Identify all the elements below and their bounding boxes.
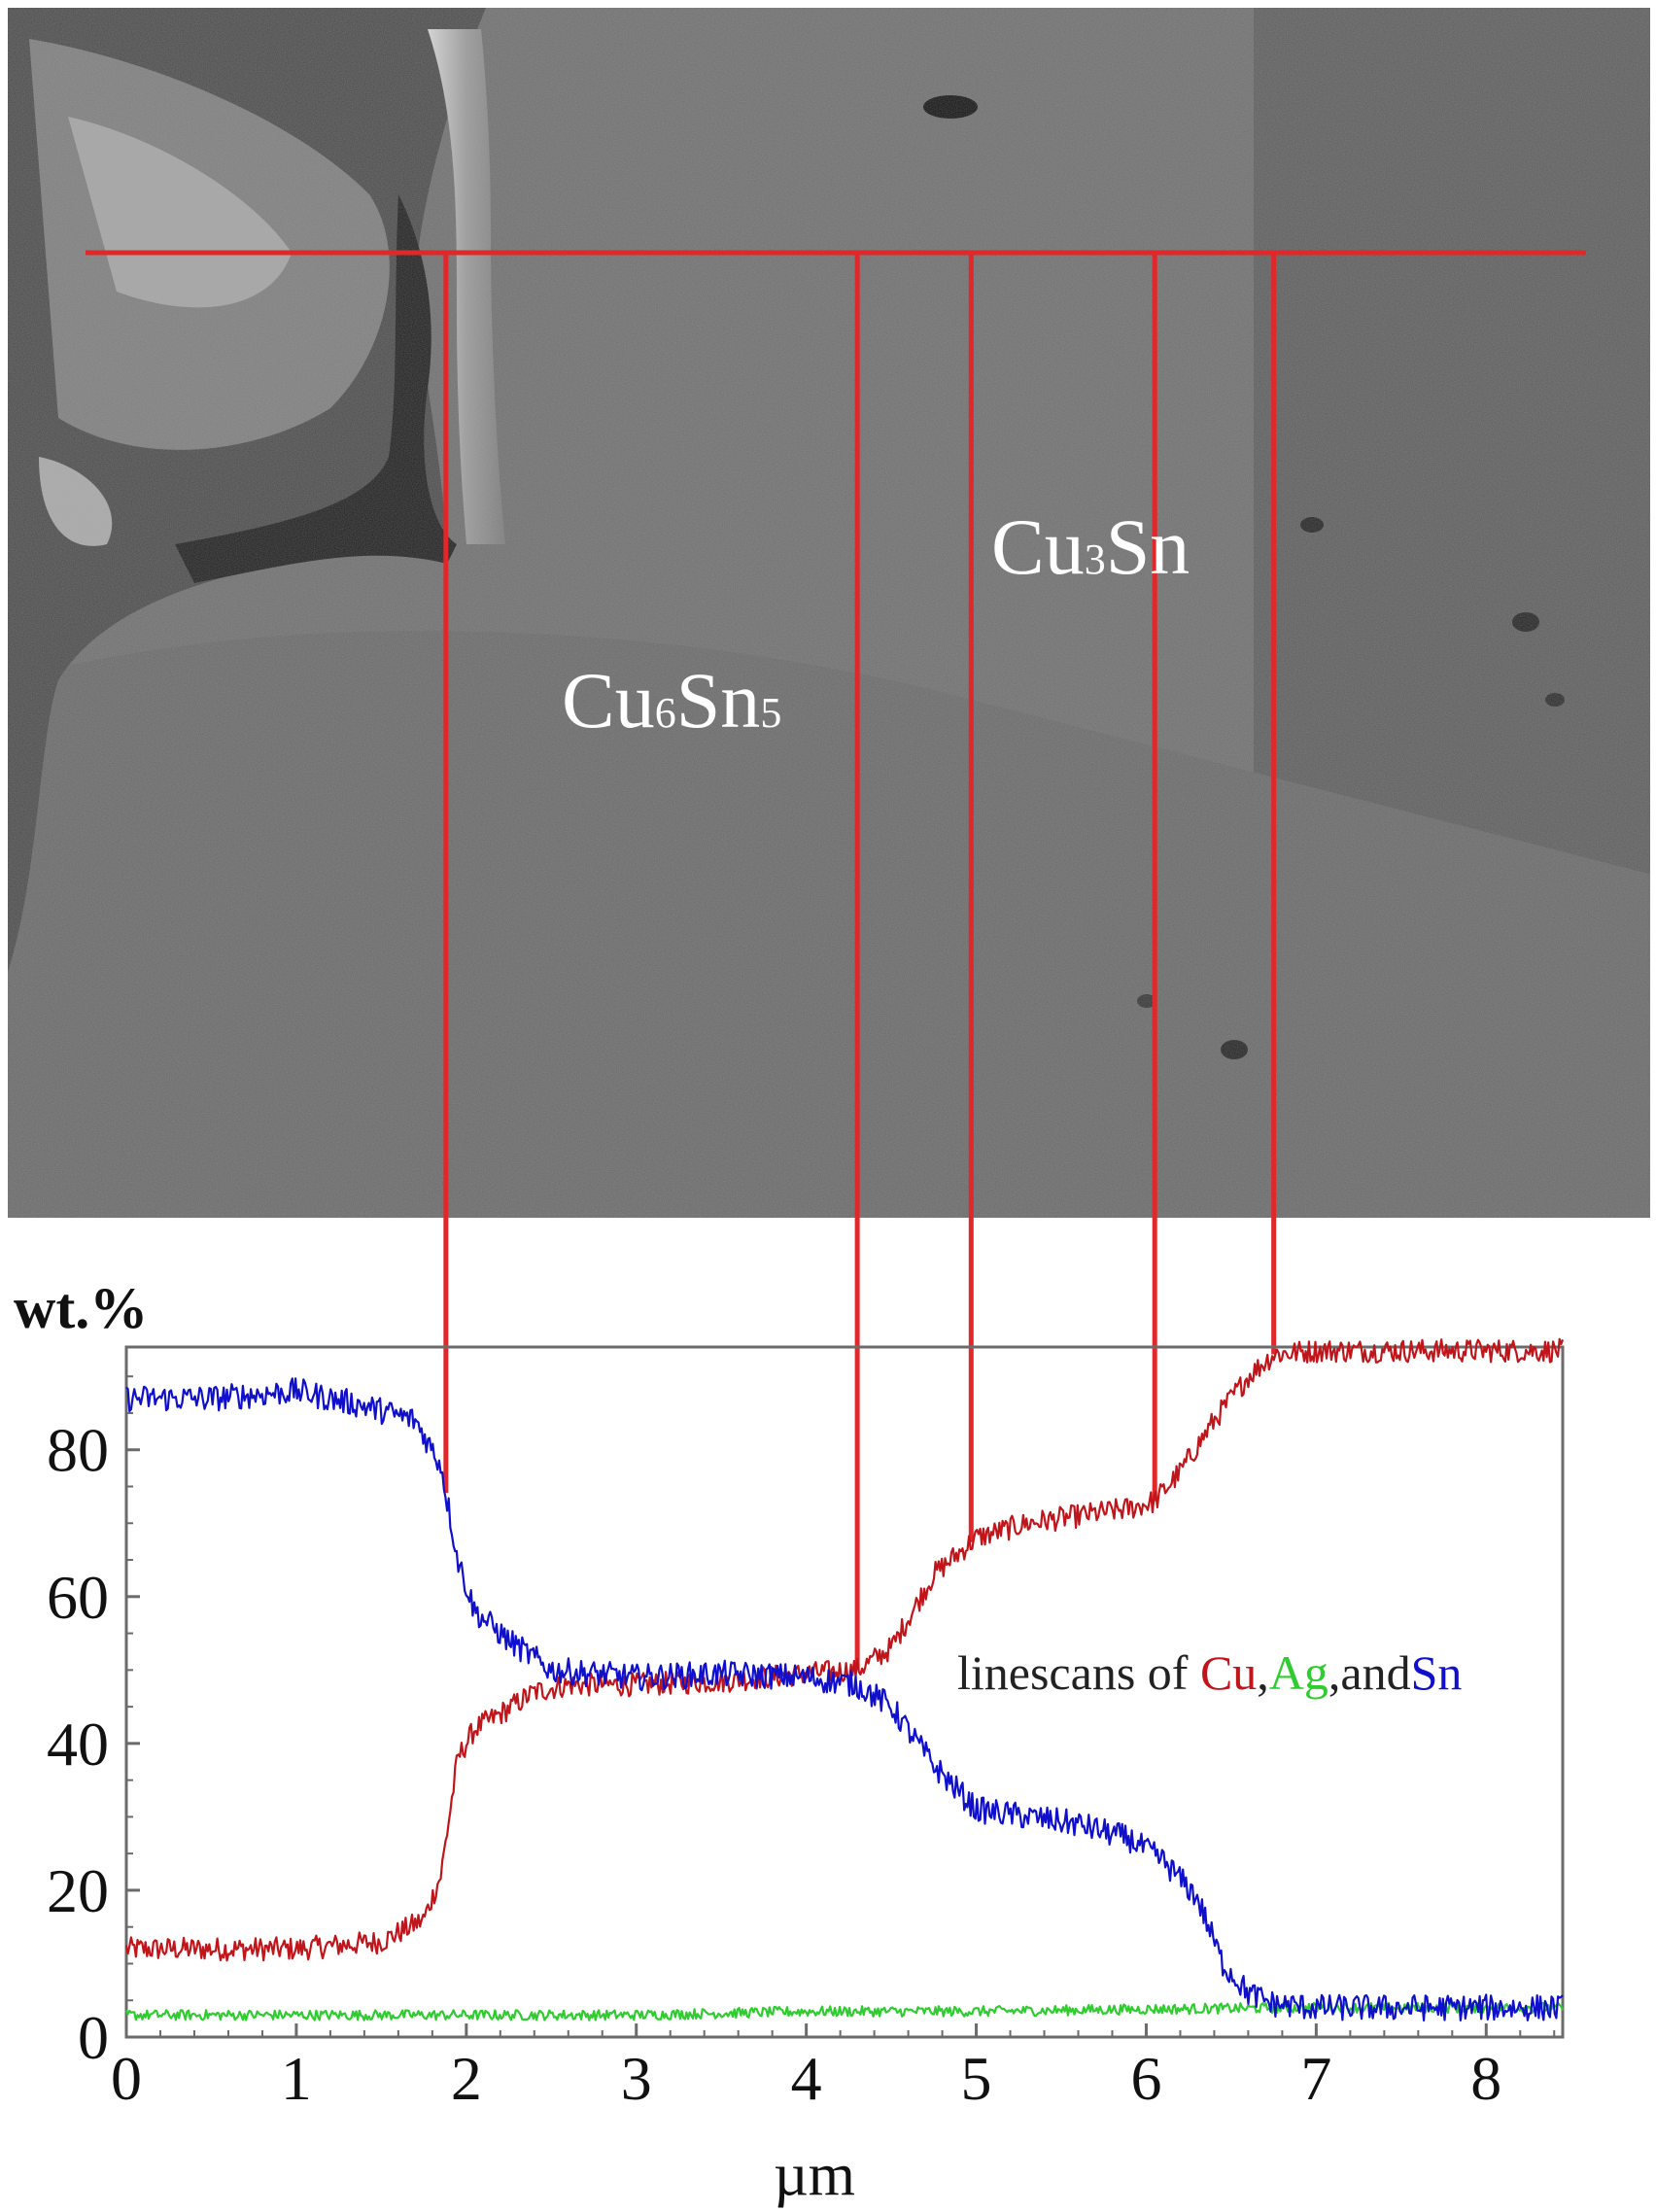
x-tick-label: 8	[1470, 2044, 1501, 2113]
legend-item: Sn	[1411, 1645, 1463, 1700]
phase-label-cu3sn: Cu3Sn	[991, 502, 1190, 591]
legend-item: ,and	[1328, 1645, 1411, 1700]
y-tick-label: 80	[47, 1416, 109, 1485]
y-tick-label: 0	[78, 2003, 109, 2072]
legend: linescans of Cu,Ag,andSn	[957, 1645, 1462, 1700]
phase-label-cu6sn5-mid: Sn	[676, 656, 761, 744]
phase-label-cu6sn5-sub2: 5	[760, 689, 781, 737]
legend-item: Ag	[1269, 1645, 1328, 1700]
plot-frame	[124, 1345, 1565, 2039]
legend-item: ,	[1257, 1645, 1269, 1700]
x-tick-label: 6	[1130, 2044, 1161, 2113]
legend-prefix: linescans of	[957, 1645, 1189, 1700]
y-axis-label: wt.%	[14, 1276, 148, 1340]
legend-item: Cu	[1200, 1645, 1257, 1700]
y-axis: 0 20 40 60 80	[47, 1375, 140, 2072]
x-tick-label: 7	[1300, 2044, 1331, 2113]
phase-label-cu6sn5: Cu6Sn5	[562, 656, 781, 744]
series-layer	[124, 1337, 1565, 2022]
phase-label-cu6sn5-base: Cu	[562, 656, 655, 744]
series-line-cu	[124, 1337, 1565, 1962]
linescan-chart: 0 20 40 60 80 0 1 2 3 4 5 6 7 8 wt.% µm linescans of…	[14, 1276, 1565, 2208]
x-tick-label: 0	[111, 2044, 142, 2113]
y-tick-label: 40	[47, 1710, 109, 1779]
series-line-sn	[125, 1377, 1564, 2022]
sem-micrograph	[8, 8, 1650, 1218]
phase-label-cu6sn5-sub1: 6	[655, 689, 676, 737]
x-tick-label: 4	[791, 2044, 822, 2113]
x-tick-label: 5	[961, 2044, 992, 2113]
x-axis-label: µm	[774, 2142, 855, 2208]
scan-line-group	[86, 250, 1586, 1671]
phase-label-cu3sn-mid: Sn	[1106, 502, 1190, 591]
y-tick-label: 60	[47, 1563, 109, 1632]
phase-label-cu3sn-base: Cu	[991, 502, 1085, 591]
x-axis: 0 1 2 3 4 5 6 7 8	[111, 2023, 1556, 2113]
x-tick-label: 1	[281, 2044, 312, 2113]
x-tick-label: 2	[451, 2044, 482, 2113]
phase-label-cu3sn-sub1: 3	[1085, 536, 1106, 583]
x-tick-label: 3	[621, 2044, 652, 2113]
y-tick-label: 20	[47, 1856, 109, 1925]
